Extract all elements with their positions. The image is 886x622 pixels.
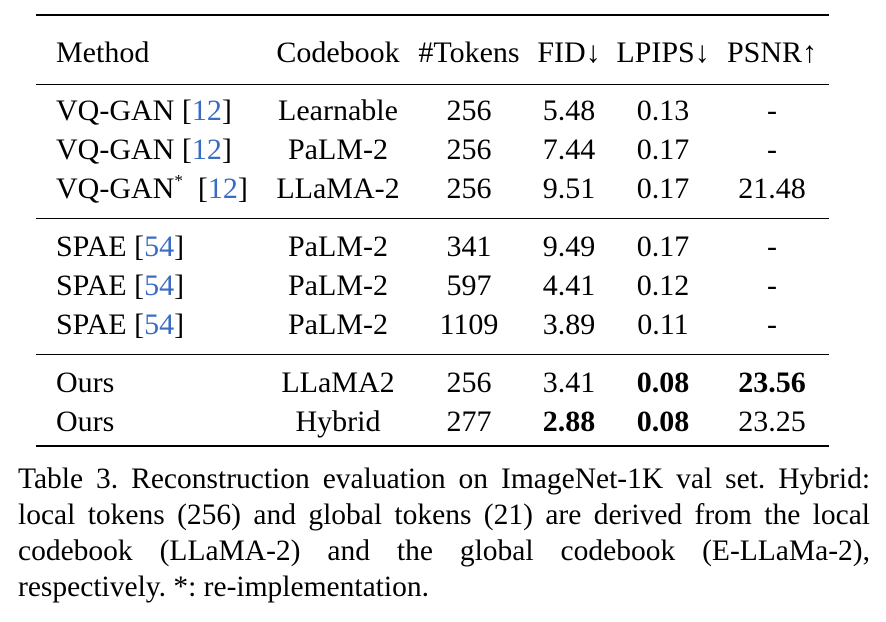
cell-lpips: 0.12 [636, 269, 690, 302]
cell-codebook: Learnable [278, 94, 398, 127]
header-fid: FID↓ [537, 36, 601, 69]
citation-link[interactable]: 54 [144, 230, 175, 263]
cell-psnr: - [767, 230, 777, 263]
header-psnr: PSNR↑ [726, 36, 818, 69]
cell-lpips: 0.08 [636, 366, 690, 399]
cell-tokens: 341 [446, 230, 492, 263]
cell-method: VQ-GAN [12] [56, 133, 232, 166]
cell-codebook: Hybrid [295, 405, 381, 438]
header-rule [36, 84, 829, 85]
cell-method: VQ-GAN [12] [56, 94, 232, 127]
cell-tokens: 597 [446, 269, 492, 302]
header-tokens: #Tokens [418, 36, 520, 69]
citation-link[interactable]: 12 [191, 133, 222, 166]
cell-method: Ours [56, 405, 266, 439]
cell-fid: 5.48 [542, 94, 596, 127]
cell-tokens: 256 [446, 94, 492, 127]
group-rule [36, 218, 829, 219]
bottom-rule [36, 445, 829, 447]
cell-fid: 9.49 [542, 230, 596, 263]
cell-tokens: 256 [446, 366, 492, 399]
group-rule [36, 354, 829, 355]
cell-codebook: PaLM-2 [288, 133, 388, 166]
citation-link[interactable]: 54 [144, 308, 175, 341]
cell-codebook: LLaMA-2 [276, 172, 400, 205]
method-name: VQ-GAN [56, 133, 175, 166]
cell-psnr: - [767, 133, 777, 166]
cell-psnr: 23.25 [738, 405, 806, 438]
method-name: Ours [56, 405, 115, 438]
cell-codebook: PaLM-2 [288, 269, 388, 302]
cell-codebook: LLaMA2 [281, 366, 395, 399]
cell-method: VQ-GAN* [12] [56, 171, 248, 205]
header-lpips: LPIPS↓ [616, 36, 710, 69]
table-caption: Table 3. Reconstruction evaluation on Im… [18, 461, 870, 605]
cell-fid: 9.51 [542, 172, 596, 205]
cell-fid: 2.88 [542, 405, 596, 438]
cell-tokens: 1109 [439, 308, 499, 341]
cell-psnr: 23.56 [738, 366, 806, 399]
cell-psnr: - [767, 94, 777, 127]
cell-fid: 4.41 [542, 269, 596, 302]
citation-link[interactable]: 12 [191, 94, 222, 127]
method-name: SPAE [56, 230, 127, 263]
cell-lpips: 0.08 [636, 405, 690, 438]
cell-codebook: PaLM-2 [288, 230, 388, 263]
citation-link[interactable]: 12 [207, 172, 238, 205]
citation-link[interactable]: 54 [144, 269, 175, 302]
cell-tokens: 277 [446, 405, 492, 438]
cell-psnr: 21.48 [738, 172, 806, 205]
cell-codebook: PaLM-2 [288, 308, 388, 341]
reimplementation-mark: * [174, 171, 183, 190]
caption-label: Table 3. [18, 463, 119, 495]
cell-lpips: 0.17 [636, 172, 690, 205]
caption-text: Reconstruction evaluation on ImageNet-1K… [18, 463, 871, 603]
cell-method: SPAE [54] [56, 230, 185, 263]
header-method: Method [56, 36, 150, 69]
cell-method: SPAE [54] [56, 269, 185, 302]
cell-method: SPAE [54] [56, 308, 185, 341]
header-codebook: Codebook [276, 36, 400, 69]
cell-fid: 7.44 [542, 133, 596, 166]
method-name: VQ-GAN [56, 172, 175, 205]
cell-fid: 3.41 [542, 366, 596, 399]
cell-tokens: 256 [446, 133, 492, 166]
cell-lpips: 0.17 [636, 230, 690, 263]
method-name: SPAE [56, 269, 127, 302]
cell-psnr: - [767, 269, 777, 302]
cell-lpips: 0.17 [636, 133, 690, 166]
method-name: SPAE [56, 308, 127, 341]
cell-psnr: - [767, 308, 777, 341]
cell-method: Ours [56, 366, 266, 400]
method-name: VQ-GAN [56, 94, 175, 127]
top-rule [36, 14, 829, 16]
cell-tokens: 256 [446, 172, 492, 205]
method-name: Ours [56, 366, 115, 399]
cell-lpips: 0.13 [636, 94, 690, 127]
cell-lpips: 0.11 [637, 308, 689, 341]
cell-fid: 3.89 [542, 308, 596, 341]
